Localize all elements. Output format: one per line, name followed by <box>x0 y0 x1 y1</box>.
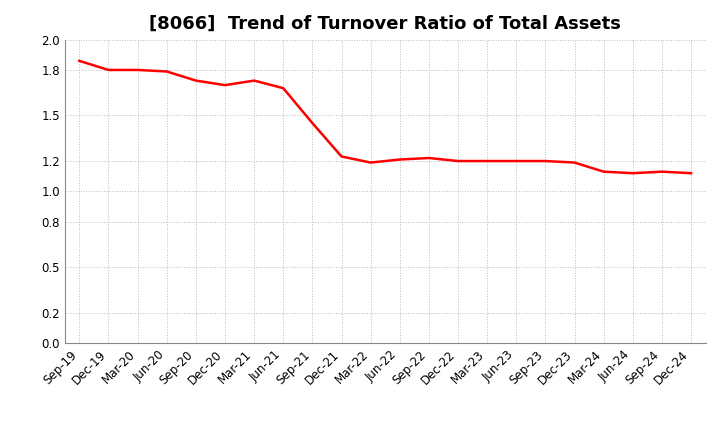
Title: [8066]  Trend of Turnover Ratio of Total Assets: [8066] Trend of Turnover Ratio of Total … <box>149 15 621 33</box>
